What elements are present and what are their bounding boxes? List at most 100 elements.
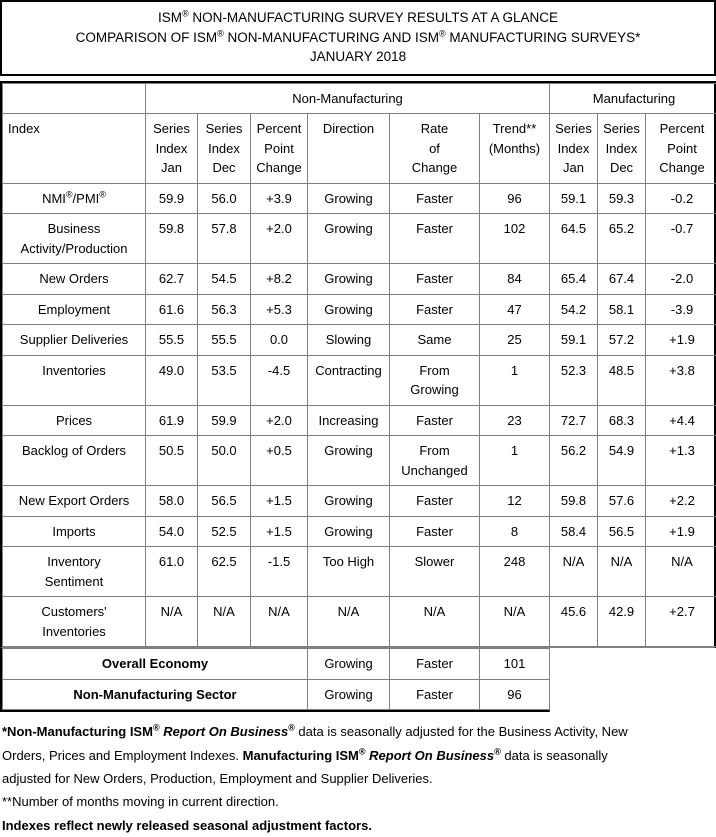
footnote-trend: **Number of months moving in current dir… [2, 790, 642, 813]
column-header-1: Series Index Jan [146, 114, 198, 184]
data-cell: Faster [390, 486, 480, 517]
column-header-3: Percent Point Change [251, 114, 308, 184]
data-cell: 61.0 [146, 547, 198, 597]
row-label: Inventory Sentiment [3, 547, 146, 597]
row-label: Business Activity/Production [3, 214, 146, 264]
data-cell: 58.4 [550, 516, 598, 547]
data-cell: Growing [308, 183, 390, 214]
data-cell: 58.1 [598, 294, 646, 325]
data-cell: 59.1 [550, 325, 598, 356]
data-cell: 48.5 [598, 355, 646, 405]
data-cell: 50.0 [198, 436, 251, 486]
data-cell: N/A [146, 597, 198, 647]
footnote-segment: Report On Business® [369, 748, 501, 763]
data-cell: 54.9 [598, 436, 646, 486]
data-cell: +3.9 [251, 183, 308, 214]
data-cell: N/A [390, 597, 480, 647]
data-cell: 25 [480, 325, 550, 356]
data-cell: 102 [480, 214, 550, 264]
data-cell: 67.4 [598, 264, 646, 295]
footnotes: *Non-Manufacturing ISM® Report On Busine… [0, 712, 644, 837]
data-cell: Too High [308, 547, 390, 597]
column-header-9: Percent Point Change [646, 114, 716, 184]
data-cell: +0.5 [251, 436, 308, 486]
data-cell: +1.9 [646, 325, 716, 356]
summary-direction-cell: Growing [308, 679, 390, 710]
summary-rate-cell: Faster [390, 649, 480, 680]
data-cell: N/A [480, 597, 550, 647]
summary-trend-cell: 101 [480, 649, 550, 680]
data-cell: 72.7 [550, 405, 598, 436]
column-header-6: Trend** (Months) [480, 114, 550, 184]
summary-trend-cell: 96 [480, 679, 550, 710]
data-cell: Faster [390, 516, 480, 547]
data-cell: +3.8 [646, 355, 716, 405]
column-header-0: Index [3, 114, 146, 184]
page-date: JANUARY 2018 [10, 47, 706, 67]
data-cell: Contracting [308, 355, 390, 405]
data-cell: Growing [308, 214, 390, 264]
data-cell: 8 [480, 516, 550, 547]
data-cell: From Growing [390, 355, 480, 405]
summary-direction-cell: Growing [308, 649, 390, 680]
row-label: Inventories [3, 355, 146, 405]
column-header-7: Series Index Jan [550, 114, 598, 184]
group-header-non-manufacturing: Non-Manufacturing [146, 83, 550, 114]
data-cell: 0.0 [251, 325, 308, 356]
data-cell: 57.2 [598, 325, 646, 356]
summary-label: Overall Economy [3, 649, 308, 680]
data-cell: Slowing [308, 325, 390, 356]
data-cell: Faster [390, 214, 480, 264]
data-cell: N/A [308, 597, 390, 647]
data-cell: -4.5 [251, 355, 308, 405]
data-cell: 59.9 [198, 405, 251, 436]
data-cell: 59.9 [146, 183, 198, 214]
data-cell: Slower [390, 547, 480, 597]
data-cell: 68.3 [598, 405, 646, 436]
data-cell: 84 [480, 264, 550, 295]
data-cell: Growing [308, 264, 390, 295]
data-cell: 56.3 [198, 294, 251, 325]
group-header-blank [3, 83, 146, 114]
row-label: Imports [3, 516, 146, 547]
data-cell: +1.5 [251, 516, 308, 547]
data-cell: 96 [480, 183, 550, 214]
data-cell: 55.5 [198, 325, 251, 356]
column-header-2: Series Index Dec [198, 114, 251, 184]
data-cell: Growing [308, 294, 390, 325]
data-cell: 23 [480, 405, 550, 436]
data-cell: 56.2 [550, 436, 598, 486]
data-cell: -3.9 [646, 294, 716, 325]
data-cell: 49.0 [146, 355, 198, 405]
data-cell: 42.9 [598, 597, 646, 647]
page-subtitle: COMPARISON OF ISM® NON-MANUFACTURING AND… [10, 28, 706, 48]
data-cell: 62.7 [146, 264, 198, 295]
footnote-segment: Manufacturing ISM® [243, 748, 370, 763]
summary-label: Non-Manufacturing Sector [3, 679, 308, 710]
data-cell: 56.5 [598, 516, 646, 547]
data-cell: +2.0 [251, 405, 308, 436]
data-cell: 45.6 [550, 597, 598, 647]
data-cell: Faster [390, 183, 480, 214]
data-cell: 52.3 [550, 355, 598, 405]
data-cell: From Unchanged [390, 436, 480, 486]
column-header-4: Direction [308, 114, 390, 184]
data-cell: +4.4 [646, 405, 716, 436]
data-cell: 52.5 [198, 516, 251, 547]
data-cell: +1.9 [646, 516, 716, 547]
data-cell: +2.2 [646, 486, 716, 517]
data-cell: Increasing [308, 405, 390, 436]
column-header-8: Series Index Dec [598, 114, 646, 184]
row-label: Prices [3, 405, 146, 436]
data-cell: 61.9 [146, 405, 198, 436]
footnote-segment: Report On Business® [163, 724, 295, 739]
data-cell: 59.8 [550, 486, 598, 517]
